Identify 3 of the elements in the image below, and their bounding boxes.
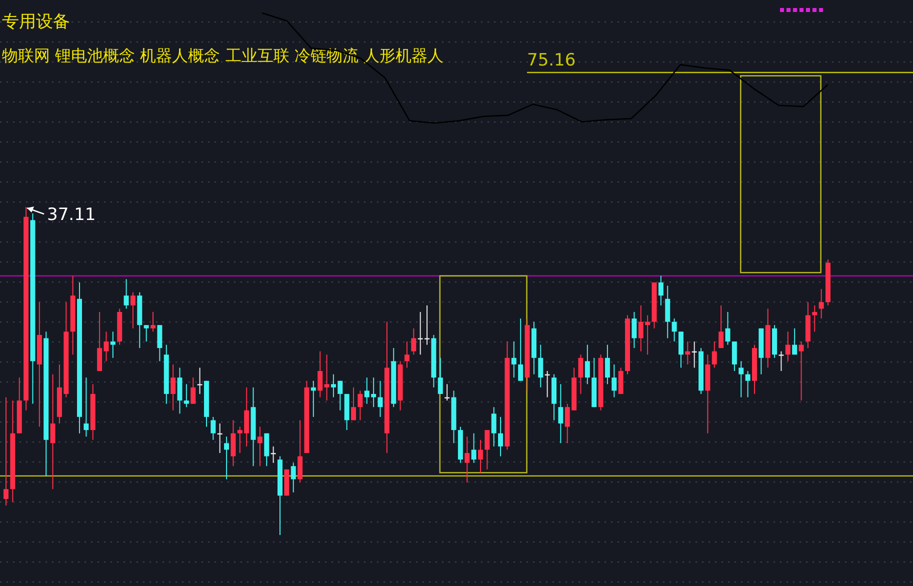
annotation: 37.11 (47, 205, 96, 225)
title: 专用设备 (2, 12, 70, 32)
ref-label: 75.16 (527, 50, 576, 71)
